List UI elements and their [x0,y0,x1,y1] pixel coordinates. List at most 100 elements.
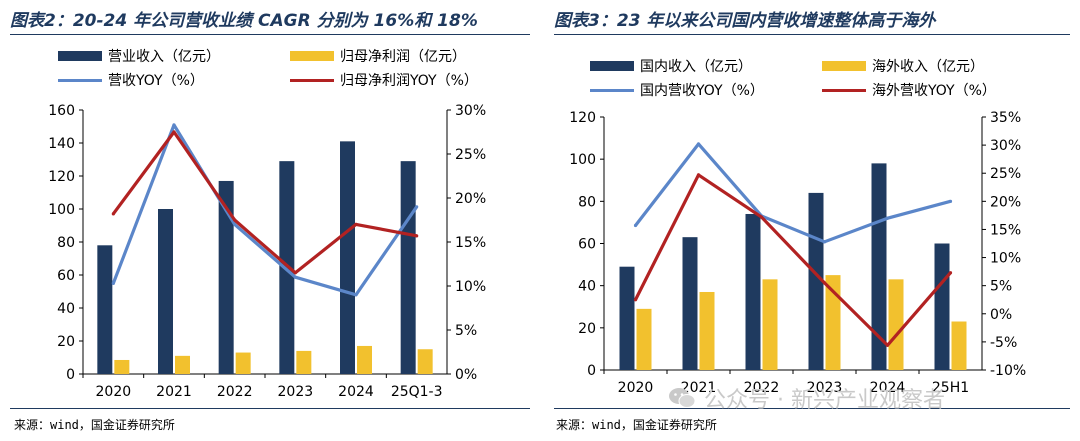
line-point-3-2 [233,218,237,222]
title-rule [10,34,530,35]
series-line-2 [111,123,418,297]
chart-panel-left: 图表2：20-24 年公司营收业绩 CAGR 分别为 16%和 18% 0 20 4… [10,11,530,432]
bar-1-4 [357,345,372,374]
y-tick-label: 160 [48,103,75,119]
legend-label: 归母净利润（亿元） [340,49,466,65]
line-point-3-3 [822,281,827,285]
legend-label: 营收YOY（%） [108,73,204,89]
line-point-3-0 [111,212,115,216]
bar-1-0 [114,359,130,374]
y-tick-label: 0 [66,367,75,383]
chart-svg: 0 20 40 60 80 100 120 140 160 0% 5% 10% 15% 20% 25% 30%… [48,103,486,400]
bar-1-4 [888,279,904,370]
bar-1-1 [699,291,715,370]
bar-0-1 [682,237,698,370]
y-tick-label: 120 [48,169,75,185]
line-point-2-2 [233,222,237,226]
legend-label: 海外营收YOY（%） [872,83,996,99]
y2-tick-label: 25% [990,166,1021,182]
y-tick-label: 20 [57,334,75,350]
line-point-3-4 [354,222,358,226]
watermark-text: 公众号 · 新兴产业观察者 [704,388,945,413]
x-tick-label: 2023 [278,384,314,400]
legend-label: 归母净利润YOY（%） [340,73,478,89]
y2-tick-label: 0% [990,307,1012,323]
y-tick-label: 120 [569,110,596,126]
line-point-3-2 [759,215,764,219]
source-note: 来源：wind，国金证券研究所 [14,418,175,432]
line-point-3-5 [948,271,953,275]
line-point-3-1 [172,130,176,134]
watermark: 公众号 · 新兴产业观察者 [668,382,945,414]
x-tick-label: 2020 [96,384,132,400]
y2-tick-label: 30% [990,138,1021,154]
bar-0-0 [97,245,113,374]
bar-1-1 [175,355,190,374]
legend-swatch [290,78,334,82]
legend-item: 海外收入（亿元） [822,56,984,76]
line-point-2-4 [354,293,358,297]
chart-svg: 0 20 40 60 80 100 120 -10% -5% 0% 5% 10% 15% 20% 25% 30… [569,110,1026,396]
y2-tick-label: 10% [455,279,486,295]
y2-tick-label: 25% [455,147,486,163]
bar-1-3 [825,275,841,370]
source-note: 来源：wind，国金证券研究所 [556,418,717,432]
line-point-3-5 [415,234,419,238]
legend-item: 国内营收YOY（%） [590,80,764,100]
line-point-2-0 [111,281,115,285]
y2-tick-label: 15% [455,235,486,251]
bar-0-4 [871,163,887,370]
y-tick-label: 100 [569,152,596,168]
x-tick-label: 2024 [338,384,374,400]
bottom-rule [10,408,530,409]
x-tick-label: 25H1 [932,380,969,396]
x-tick-label: 25Q1-3 [391,384,443,400]
legend-swatch [590,61,634,71]
legend-swatch [58,51,102,61]
bar-1-2 [235,352,251,374]
bar-0-4 [340,141,355,374]
bar-0-2 [745,213,761,370]
legend-swatch [822,88,866,92]
y2-tick-label: 5% [990,279,1012,295]
x-tick-label: 2022 [217,384,253,400]
y2-tick-label: 30% [455,103,486,119]
bar-1-2 [762,279,778,370]
y-tick-label: 140 [48,136,75,152]
line-point-3-1 [696,173,701,177]
x-tick-label: 2024 [870,380,906,396]
legend-item: 营业收入（亿元） [58,46,220,66]
legend-item: 海外营收YOY（%） [822,80,996,100]
line-point-2-4 [885,216,890,220]
y2-tick-label: 20% [990,194,1021,210]
bar-1-5 [951,321,967,370]
chart-title: 图表3：23 年以来公司国内营收增速整体高于海外 [554,11,936,31]
y-tick-label: 80 [578,194,596,210]
line-point-3-3 [293,271,297,275]
bottom-rule [554,408,1070,409]
bar-1-5 [417,349,433,374]
bar-0-3 [279,161,295,374]
series-line-3 [112,130,417,275]
legend-item: 归母净利润（亿元） [290,46,466,66]
bar-0-5 [934,243,950,370]
legend-item: 归母净利润YOY（%） [290,70,478,90]
legend-item: 国内收入（亿元） [590,56,752,76]
y-tick-label: 60 [57,268,75,284]
y2-tick-label: 5% [455,323,477,339]
bar-0-0 [619,266,635,370]
series-line-2 [634,142,951,244]
line-point-2-1 [172,123,176,127]
wechat-icon [669,388,696,408]
y2-tick-label: -10% [990,363,1026,379]
x-tick-label: 2023 [807,380,843,396]
y-tick-label: 100 [48,202,75,218]
x-tick-label: 2021 [156,384,192,400]
y2-tick-label: 0% [455,367,477,383]
y2-tick-label: 35% [990,110,1021,126]
bar-1-3 [296,350,312,374]
legend-label: 营业收入（亿元） [108,49,220,65]
x-tick-label: 2021 [681,380,717,396]
line-point-2-3 [293,275,297,279]
line-point-2-3 [822,240,827,244]
